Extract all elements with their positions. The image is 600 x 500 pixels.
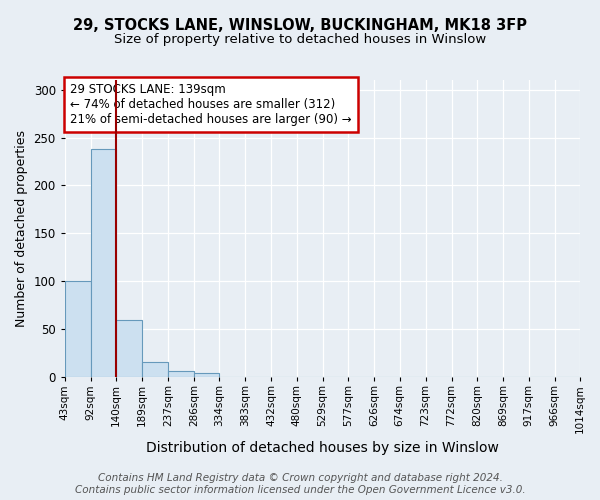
Bar (116, 320, 142, 377)
Bar (91, 149, 116, 377)
Text: 29, STOCKS LANE, WINSLOW, BUCKINGHAM, MK18 3FP: 29, STOCKS LANE, WINSLOW, BUCKINGHAM, MK… (73, 18, 527, 32)
Text: 29 STOCKS LANE: 139sqm
← 74% of detached houses are smaller (312)
21% of semi-de: 29 STOCKS LANE: 139sqm ← 74% of detached… (70, 83, 352, 126)
Text: Contains HM Land Registry data © Crown copyright and database right 2024.
Contai: Contains HM Land Registry data © Crown c… (74, 474, 526, 495)
Bar (194, 374, 219, 377)
Y-axis label: Number of detached properties: Number of detached properties (15, 130, 28, 327)
Bar (168, 372, 194, 377)
X-axis label: Distribution of detached houses by size in Winslow: Distribution of detached houses by size … (146, 441, 499, 455)
Bar (142, 362, 168, 377)
Text: Size of property relative to detached houses in Winslow: Size of property relative to detached ho… (114, 32, 486, 46)
Bar (65, 282, 91, 377)
